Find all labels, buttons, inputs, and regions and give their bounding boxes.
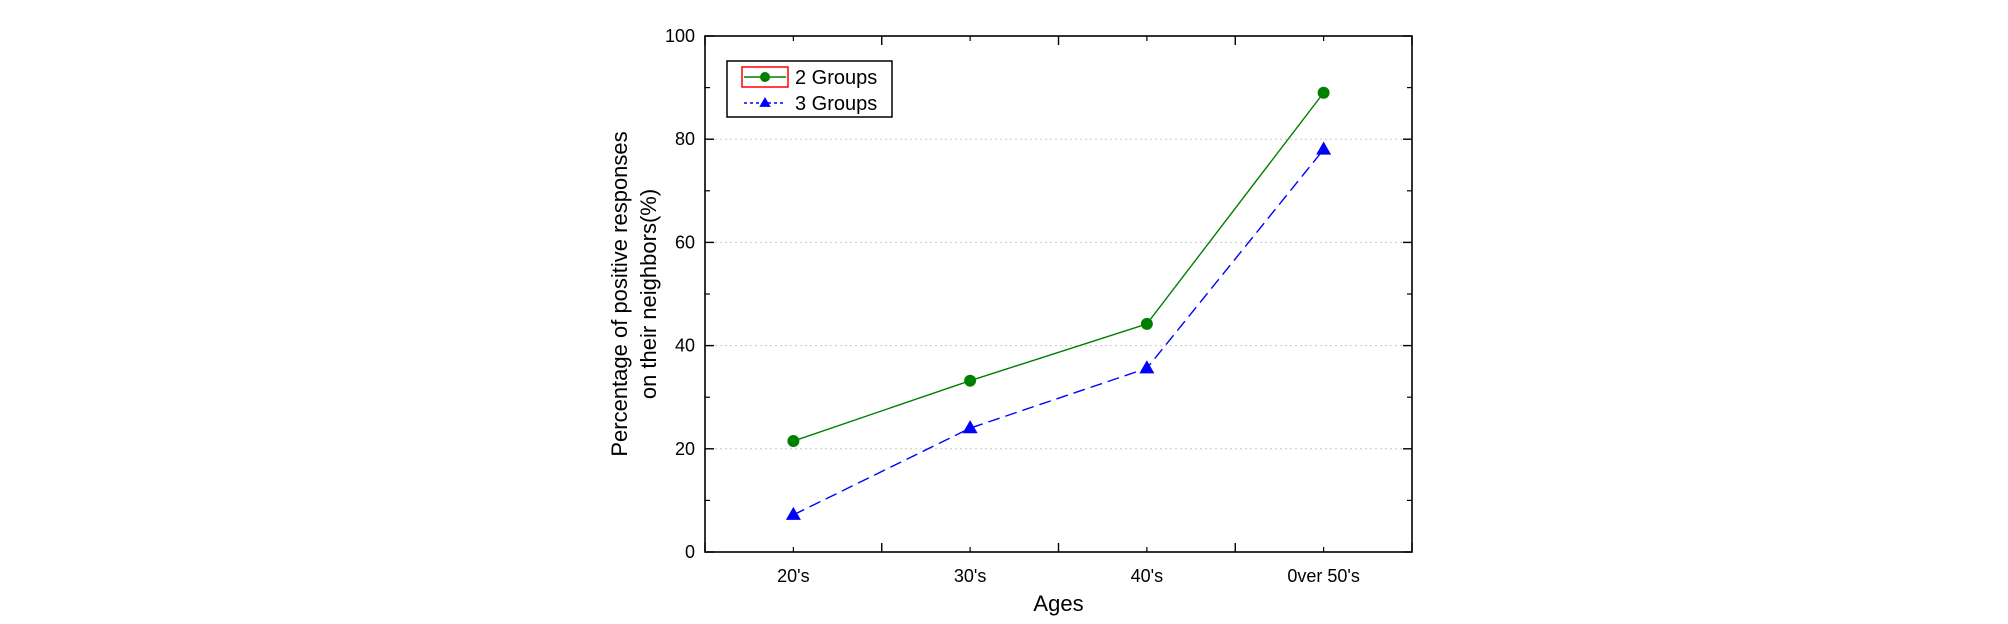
data-point-2 xyxy=(962,420,978,434)
x-axis-title: Ages xyxy=(1033,591,1083,616)
legend: 2 Groups 3 Groups xyxy=(726,60,893,118)
data-point-2 xyxy=(1139,360,1155,374)
legend-highlight xyxy=(741,66,789,88)
y-tick-label: 20 xyxy=(675,439,695,459)
data-point-1 xyxy=(1140,317,1153,330)
series-line-1 xyxy=(793,92,1325,442)
x-tick-label: 40's xyxy=(1131,566,1163,586)
y-tick-label: 60 xyxy=(675,232,695,252)
legend-label-series-2: 3 Groups xyxy=(795,93,877,115)
x-axis: 20's 30's 40's 0ver 50's xyxy=(704,36,1413,586)
y-tick-label: 40 xyxy=(675,336,695,356)
data-point-1 xyxy=(964,374,977,387)
legend-label-series-1: 2 Groups xyxy=(795,67,877,89)
x-tick-label: 20's xyxy=(777,566,809,586)
data-point-1 xyxy=(1317,86,1330,99)
y-axis-title: Percentage of positive responses on thei… xyxy=(607,131,661,456)
legend-box xyxy=(726,60,893,118)
x-tick-label: 30's xyxy=(954,566,986,586)
y-axis: 0 20 40 60 80 100 xyxy=(665,26,1412,562)
gridlines xyxy=(705,138,1412,450)
legend-marker-series-2 xyxy=(759,97,771,107)
data-point-2 xyxy=(1316,141,1332,155)
y-tick-label: 100 xyxy=(665,26,695,46)
legend-marker-series-1 xyxy=(760,72,770,82)
y-axis-title-line-1: Percentage of positive responses xyxy=(607,131,632,456)
y-tick-label: 0 xyxy=(685,542,695,562)
x-tick-label: 0ver 50's xyxy=(1287,566,1359,586)
series-layer xyxy=(785,86,1332,520)
data-point-2 xyxy=(785,506,801,520)
series-line-2 xyxy=(793,149,1325,516)
y-axis-title-line-2: on their neighbors(%) xyxy=(636,189,661,399)
y-tick-label: 80 xyxy=(675,129,695,149)
data-point-1 xyxy=(787,435,800,448)
